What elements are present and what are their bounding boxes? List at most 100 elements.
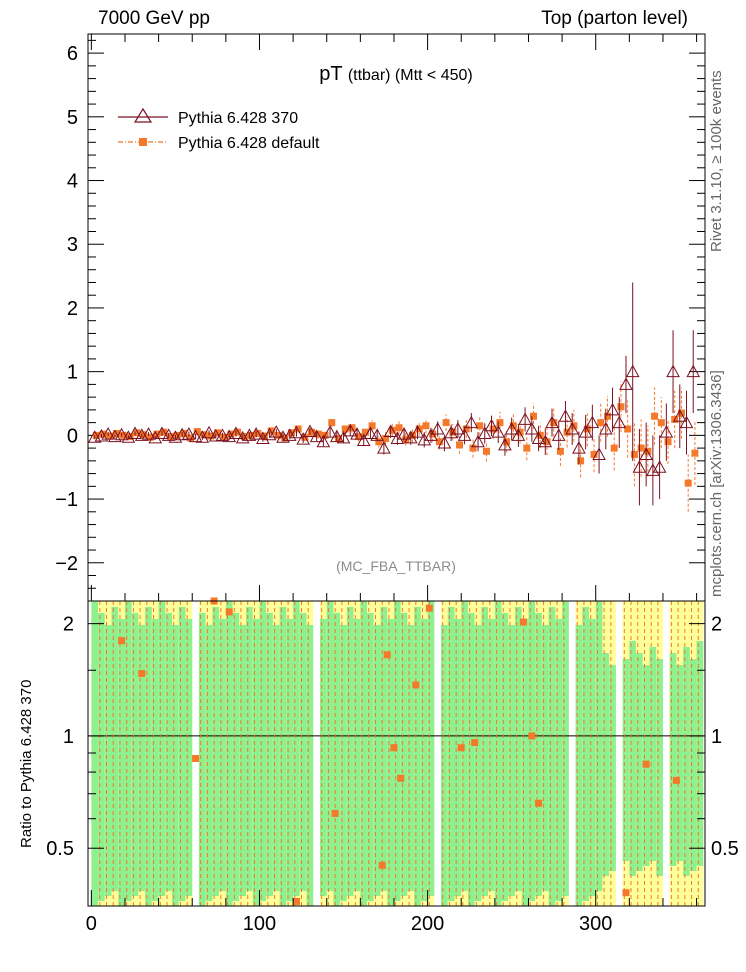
ratio-band-inner — [380, 607, 388, 891]
ratio-frame — [87, 600, 706, 907]
ratio-band-inner — [138, 625, 146, 891]
main-panel: −2 −1 0 1 2 3 4 5 6 pT (ttbar) (Mtt < 450) (MC_FBA… — [55, 33, 706, 602]
ratio-band-inner — [212, 607, 220, 896]
ratio-band-inner — [293, 601, 300, 896]
ratio-point — [118, 637, 126, 645]
ratio-band-inner — [306, 625, 314, 906]
ref-point — [121, 430, 136, 443]
y-tick-label: 4 — [67, 171, 78, 193]
x-tick-label: 300 — [579, 913, 612, 935]
ratio-y-tick-label: 0.5 — [46, 838, 74, 860]
ratio-point — [672, 776, 680, 784]
ratio-band-inner — [588, 619, 596, 896]
ref-point — [538, 434, 553, 448]
ref-point — [430, 421, 445, 435]
ratio-band-inner — [467, 613, 475, 906]
mc-point — [234, 428, 242, 436]
mc-point — [482, 447, 490, 455]
ratio-band-inner — [541, 625, 549, 891]
ratio-band-inner — [696, 641, 704, 866]
y-tick-label: 3 — [67, 234, 78, 256]
ratio-band-inner — [104, 625, 112, 896]
ref-point — [356, 433, 371, 446]
ref-point — [168, 430, 183, 443]
mc-point — [166, 433, 174, 441]
mc-point — [375, 438, 383, 446]
legend-marker-ref — [133, 107, 153, 123]
ratio-point — [390, 744, 398, 752]
ratio-band-inner — [521, 619, 529, 906]
ref-point — [451, 421, 465, 435]
ratio-point — [192, 754, 200, 762]
ref-point — [531, 431, 546, 445]
ratio-band-inner — [360, 601, 368, 906]
ref-point — [155, 426, 169, 439]
ratio-point — [528, 732, 536, 740]
ratio-band-inner — [232, 613, 240, 901]
ratio-band-inner — [636, 653, 643, 871]
ref-point — [672, 409, 687, 422]
ratio-band-inner — [259, 601, 267, 901]
ratio-band-inner — [205, 625, 213, 901]
ratio-band-inner — [326, 601, 334, 891]
mc-point — [133, 429, 141, 437]
ratio-band-inner — [145, 607, 152, 906]
ratio-band-inner — [185, 619, 193, 896]
mc-point — [603, 412, 611, 420]
ratio-band-inner — [441, 625, 448, 906]
ratio-band-inner — [683, 647, 690, 876]
ref-point — [336, 430, 351, 444]
ratio-band-inner — [373, 625, 381, 896]
mc-point — [207, 432, 215, 440]
ratio-band-inner — [131, 613, 139, 896]
chart-title-sub: (ttbar) (Mtt < 450) — [348, 67, 473, 84]
ref-point — [195, 430, 210, 443]
ratio-point — [292, 897, 300, 905]
ref-point — [269, 425, 284, 438]
mc-point — [254, 429, 262, 437]
ref-point — [202, 425, 216, 439]
ratio-band-inner — [299, 613, 307, 891]
ratio-band-inner — [118, 619, 125, 906]
ref-point — [188, 429, 203, 443]
ref-point — [296, 432, 311, 445]
ref-point — [639, 447, 654, 460]
ratio-band-inner — [656, 659, 663, 876]
mc-point — [334, 435, 342, 443]
ratio-point — [535, 799, 543, 807]
ref-point — [545, 415, 559, 429]
ref-point — [101, 427, 116, 440]
ref-point — [585, 415, 600, 429]
mc-point — [651, 412, 659, 420]
y-tick-label: 5 — [67, 107, 78, 129]
ratio-band-inner — [454, 619, 462, 896]
ratio-band-inner — [427, 601, 435, 896]
ratio-point — [138, 670, 146, 678]
ratio-band-inner — [582, 607, 589, 901]
ratio-band-inner — [414, 607, 421, 906]
ratio-band-inner — [158, 601, 166, 896]
ref-point — [350, 427, 364, 440]
ratio-band-inner — [595, 601, 603, 891]
mc-point — [328, 419, 336, 427]
ref-point — [524, 421, 539, 435]
ref-point — [323, 425, 337, 438]
mc-point — [684, 479, 692, 487]
ratio-band-inner — [602, 653, 610, 876]
y-tick-label: 6 — [67, 43, 78, 65]
mc-point — [388, 426, 396, 434]
mc-point — [664, 438, 672, 446]
ref-point — [659, 425, 674, 438]
mc-point — [119, 431, 127, 439]
ratio-point — [519, 618, 527, 626]
mc-point — [382, 435, 390, 443]
ratio-band-inner — [346, 607, 354, 896]
mc-point — [637, 444, 645, 452]
mc-point — [476, 422, 484, 430]
y-tick-label: −1 — [55, 489, 78, 511]
ratio-band-inner — [622, 659, 630, 861]
ratio-point — [383, 651, 391, 659]
ratio-point — [471, 739, 479, 747]
mc-point — [341, 425, 349, 433]
ratio-band-inner — [340, 625, 347, 901]
